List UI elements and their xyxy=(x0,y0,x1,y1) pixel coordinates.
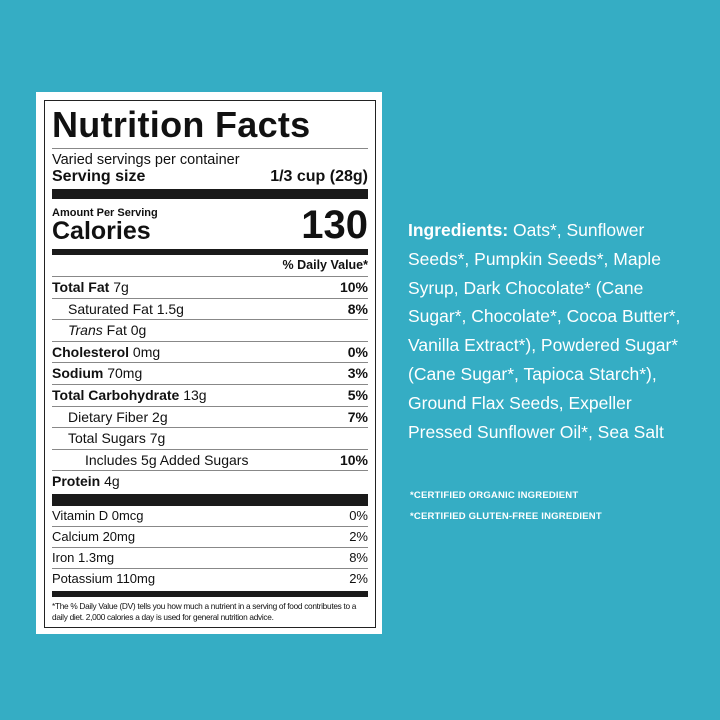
nutrient-row-saturated-fat: Saturated Fat 1.5g 8% xyxy=(52,299,368,321)
nutrient-row-total-fat: Total Fat 7g 10% xyxy=(52,277,368,299)
nutrient-row-protein: Protein 4g xyxy=(52,473,120,490)
nutrient-row-sodium: Sodium 70mg 3% xyxy=(52,363,368,385)
divider-thick xyxy=(52,189,368,199)
nutrition-facts-label: Nutrition Facts Varied servings per cont… xyxy=(36,92,382,634)
daily-value-footnote: *The % Daily Value (DV) tells you how mu… xyxy=(52,600,357,622)
amount-per-serving: Amount Per Serving xyxy=(52,207,158,219)
calories-label: Calories xyxy=(52,217,151,245)
divider-medium xyxy=(52,249,368,255)
nutrient-row-total-carbohydrate: Total Carbohydrate 13g 5% xyxy=(52,385,368,407)
nutrient-row-dietary-fiber: Dietary Fiber 2g 7% xyxy=(52,407,368,429)
ingredients-heading: Ingredients: xyxy=(408,220,509,240)
gluten-free-note: *CERTIFIED GLUTEN-FREE INGREDIENT xyxy=(410,511,602,522)
nutrition-facts-panel: Nutrition Facts Varied servings per cont… xyxy=(44,100,376,628)
serving-size-value: 1/3 cup (28g) xyxy=(270,168,368,185)
calories-value: 130 xyxy=(301,203,368,247)
daily-value-header: % Daily Value* xyxy=(52,255,368,277)
vitamin-row-iron: Iron 1.3mg 8% xyxy=(52,548,368,569)
serving-size: Serving size 1/3 cup (28g) xyxy=(52,168,368,186)
calories-row: Calories 130 xyxy=(52,205,368,245)
servings-per-container: Varied servings per container xyxy=(52,152,240,168)
nutrient-row-added-sugars: Includes 5g Added Sugars 10% xyxy=(52,450,368,472)
organic-note: *CERTIFIED ORGANIC INGREDIENT xyxy=(410,490,579,501)
nutrient-row-trans-fat: Trans Fat 0g xyxy=(52,320,368,342)
vitamin-row-potassium: Potassium 110mg 2% xyxy=(52,570,368,586)
nutrient-row-cholesterol: Cholesterol 0mg 0% xyxy=(52,342,368,364)
vitamin-row-calcium: Calcium 20mg 2% xyxy=(52,527,368,548)
ingredients-list: Ingredients: Oats*, Sunflower Seeds*, Pu… xyxy=(408,216,700,446)
label-title: Nutrition Facts xyxy=(52,105,368,149)
nutrient-row-total-sugars: Total Sugars 7g xyxy=(52,428,368,450)
divider-thick xyxy=(52,493,368,506)
serving-size-label: Serving size xyxy=(52,168,146,185)
vitamin-row-vitamin-d: Vitamin D 0mcg 0% xyxy=(52,506,368,527)
ingredients-text: Oats*, Sunflower Seeds*, Pumpkin Seeds*,… xyxy=(408,220,681,442)
divider-medium xyxy=(52,590,368,597)
